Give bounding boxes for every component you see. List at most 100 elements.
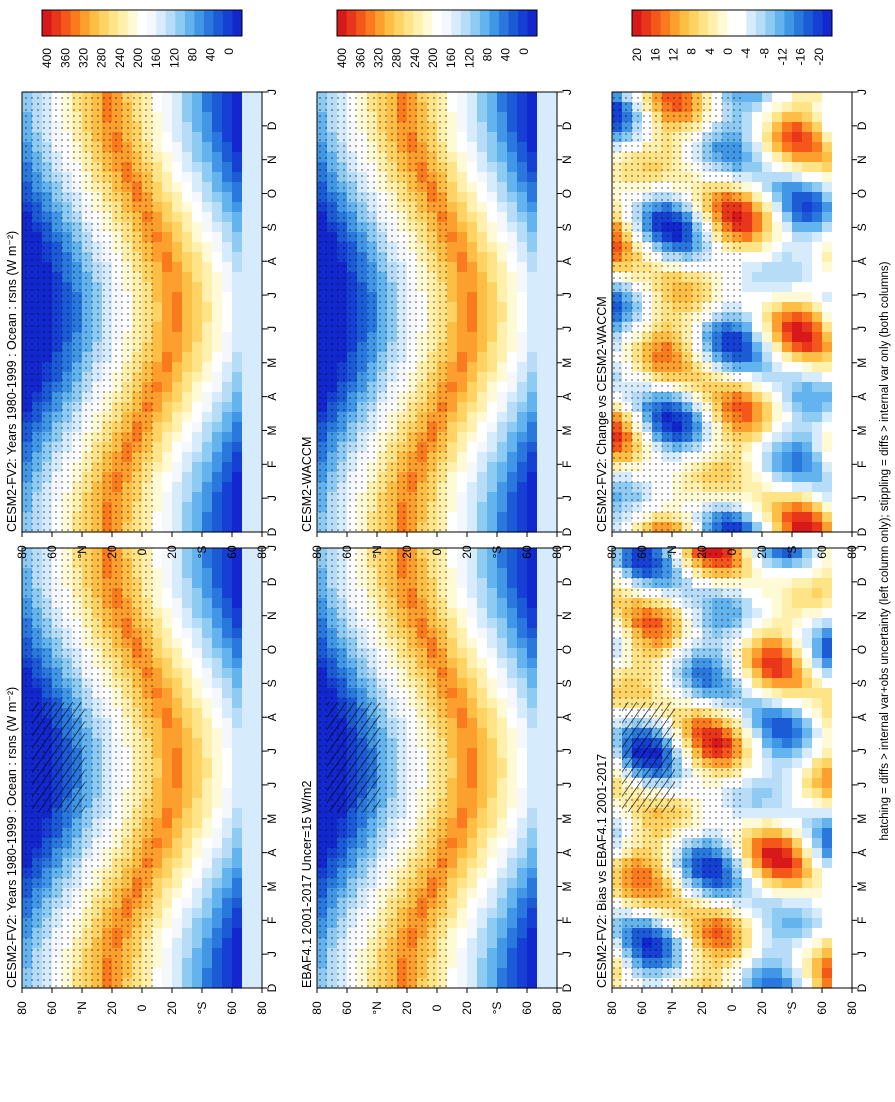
month-tick-label: J xyxy=(560,292,574,298)
colorbar-swatch xyxy=(632,10,643,36)
month-tick-label: M xyxy=(855,358,869,368)
colorbar-swatch xyxy=(222,10,233,36)
month-tick-label: N xyxy=(265,155,279,164)
colorbar-label: 280 xyxy=(390,48,404,68)
colorbar-swatch xyxy=(61,10,72,36)
lat-tick-label: 20 xyxy=(460,545,474,559)
month-tick-label: D xyxy=(560,527,574,536)
lat-tick-label: °S xyxy=(785,1002,799,1015)
month-tick-label: D xyxy=(855,577,869,586)
month-tick-label: O xyxy=(560,189,574,198)
colorbar-label: 80 xyxy=(186,48,200,62)
month-tick-label: F xyxy=(265,461,279,468)
month-tick-label: M xyxy=(560,881,574,891)
colorbar-swatch xyxy=(432,10,443,36)
lat-tick-label: °N xyxy=(370,1001,384,1014)
colorbar-swatch xyxy=(118,10,129,36)
colorbar-label: 8 xyxy=(685,48,699,55)
lat-tick-label: 80 xyxy=(605,545,619,559)
month-tick-label: J xyxy=(855,951,869,957)
colorbar-swatch xyxy=(422,10,433,36)
colorbar-swatch xyxy=(651,10,662,36)
month-tick-label: N xyxy=(560,155,574,164)
colorbar-swatch xyxy=(146,10,157,36)
colorbar-label: -16 xyxy=(794,48,808,66)
panel-title: EBAF4.1 2001-2017 Uncer=15 W/m2 xyxy=(300,781,314,988)
colorbar-label: 400 xyxy=(40,48,54,68)
month-tick-label: M xyxy=(265,358,279,368)
colorbar-label: 360 xyxy=(58,48,72,68)
month-tick-label: A xyxy=(265,713,279,721)
month-tick-label: S xyxy=(560,223,574,231)
lat-tick-label: 80 xyxy=(845,545,859,559)
colorbar-label: 200 xyxy=(131,48,145,68)
colorbar-swatch xyxy=(42,10,53,36)
month-tick-label: A xyxy=(855,393,869,401)
colorbar-label: 360 xyxy=(353,48,367,68)
month-tick-label: M xyxy=(560,814,574,824)
month-tick-label: J xyxy=(560,748,574,754)
lat-tick-label: 80 xyxy=(550,545,564,559)
lat-tick-label: °N xyxy=(665,1001,679,1014)
lat-tick-label: 60 xyxy=(635,545,649,559)
hatching xyxy=(32,702,85,812)
month-tick-label: J xyxy=(560,326,574,332)
month-tick-label: S xyxy=(855,223,869,231)
lat-tick-label: 60 xyxy=(815,1001,829,1015)
month-tick-label: F xyxy=(265,917,279,924)
lat-tick-label: 60 xyxy=(520,545,534,559)
colorbar-swatch xyxy=(413,10,424,36)
month-tick-label: J xyxy=(855,326,869,332)
lat-tick-label: °S xyxy=(490,1002,504,1015)
colorbar-swatch xyxy=(527,10,538,36)
colorbar-swatch xyxy=(337,10,348,36)
colorbar-swatch xyxy=(375,10,386,36)
lat-tick-label: 80 xyxy=(255,545,269,559)
month-tick-label: J xyxy=(560,495,574,501)
month-tick-label: N xyxy=(855,155,869,164)
colorbar-swatch xyxy=(175,10,186,36)
lat-tick-label: 0 xyxy=(135,548,149,555)
colorbar-label: 16 xyxy=(648,48,662,62)
lat-tick-label: 20 xyxy=(695,545,709,559)
colorbar-swatch xyxy=(479,10,490,36)
panel-title: CESM2-FV2: Bias vs EBAF4.1 2001-2017 xyxy=(595,754,609,988)
lat-tick-label: 60 xyxy=(340,1001,354,1015)
month-tick-label: J xyxy=(265,326,279,332)
lat-tick-label: °S xyxy=(785,546,799,559)
panel-title: CESM2-WACCM xyxy=(300,437,314,532)
colorbar-swatch xyxy=(641,10,652,36)
colorbar-label: 320 xyxy=(371,48,385,68)
month-tick-label: J xyxy=(265,545,279,551)
colorbar-swatch xyxy=(365,10,376,36)
month-tick-label: S xyxy=(560,679,574,687)
month-tick-label: J xyxy=(265,782,279,788)
lat-tick-label: °S xyxy=(195,546,209,559)
month-tick-label: F xyxy=(855,461,869,468)
colorbar-swatch xyxy=(755,10,766,36)
colorbar-label: 120 xyxy=(462,48,476,68)
lat-tick-label: 0 xyxy=(725,548,739,555)
colorbar-swatch xyxy=(441,10,452,36)
month-tick-label: D xyxy=(855,983,869,992)
lat-tick-label: 0 xyxy=(430,548,444,555)
colorbar-label: 200 xyxy=(426,48,440,68)
lat-tick-label: °N xyxy=(665,545,679,558)
month-tick-label: D xyxy=(855,121,869,130)
lat-tick-label: 20 xyxy=(165,545,179,559)
month-tick-label: M xyxy=(560,425,574,435)
month-tick-label: J xyxy=(265,292,279,298)
lat-tick-label: 60 xyxy=(340,545,354,559)
colorbar-swatch xyxy=(812,10,823,36)
month-tick-label: J xyxy=(855,495,869,501)
colorbar-swatch xyxy=(517,10,528,36)
colorbar-swatch xyxy=(822,10,833,36)
colorbar-label: 0 xyxy=(721,48,735,55)
colorbar-swatch xyxy=(736,10,747,36)
colorbar-swatch xyxy=(717,10,728,36)
colorbar-label: -12 xyxy=(776,48,790,66)
lat-tick-label: 20 xyxy=(400,545,414,559)
month-tick-label: J xyxy=(560,545,574,551)
